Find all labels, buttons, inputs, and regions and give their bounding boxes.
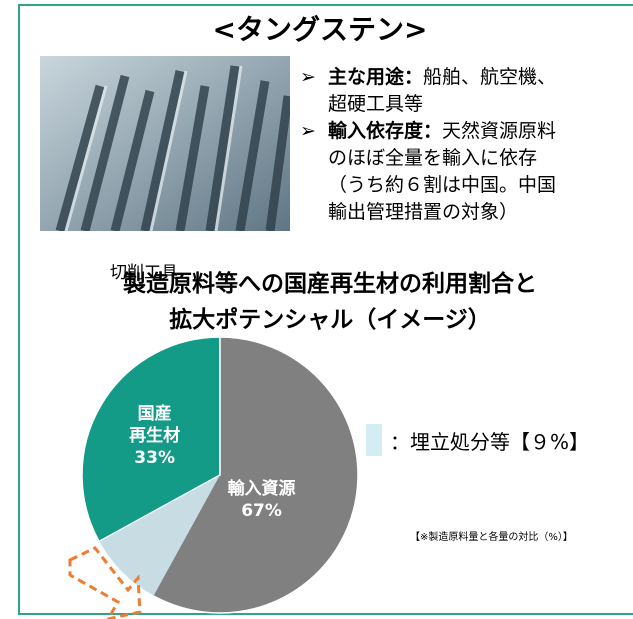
overlay-swatch [366, 424, 382, 456]
slide: <タングステン> 切削工具 主な用途：船舶、航空機、 超硬工具等 輸入依存度：天… [0, 0, 633, 619]
slice-name: 国産 再生材 [129, 403, 180, 447]
overlay-label: ：埋立処分等【９%】 [390, 426, 589, 455]
note: 【※製造原料量と各量の対比（%）】 [410, 528, 573, 543]
slice-value: 33% [129, 447, 180, 469]
slice-name: 輸入資源 [228, 478, 296, 500]
slice-value: 67% [228, 500, 296, 522]
pie-chart [0, 0, 633, 619]
